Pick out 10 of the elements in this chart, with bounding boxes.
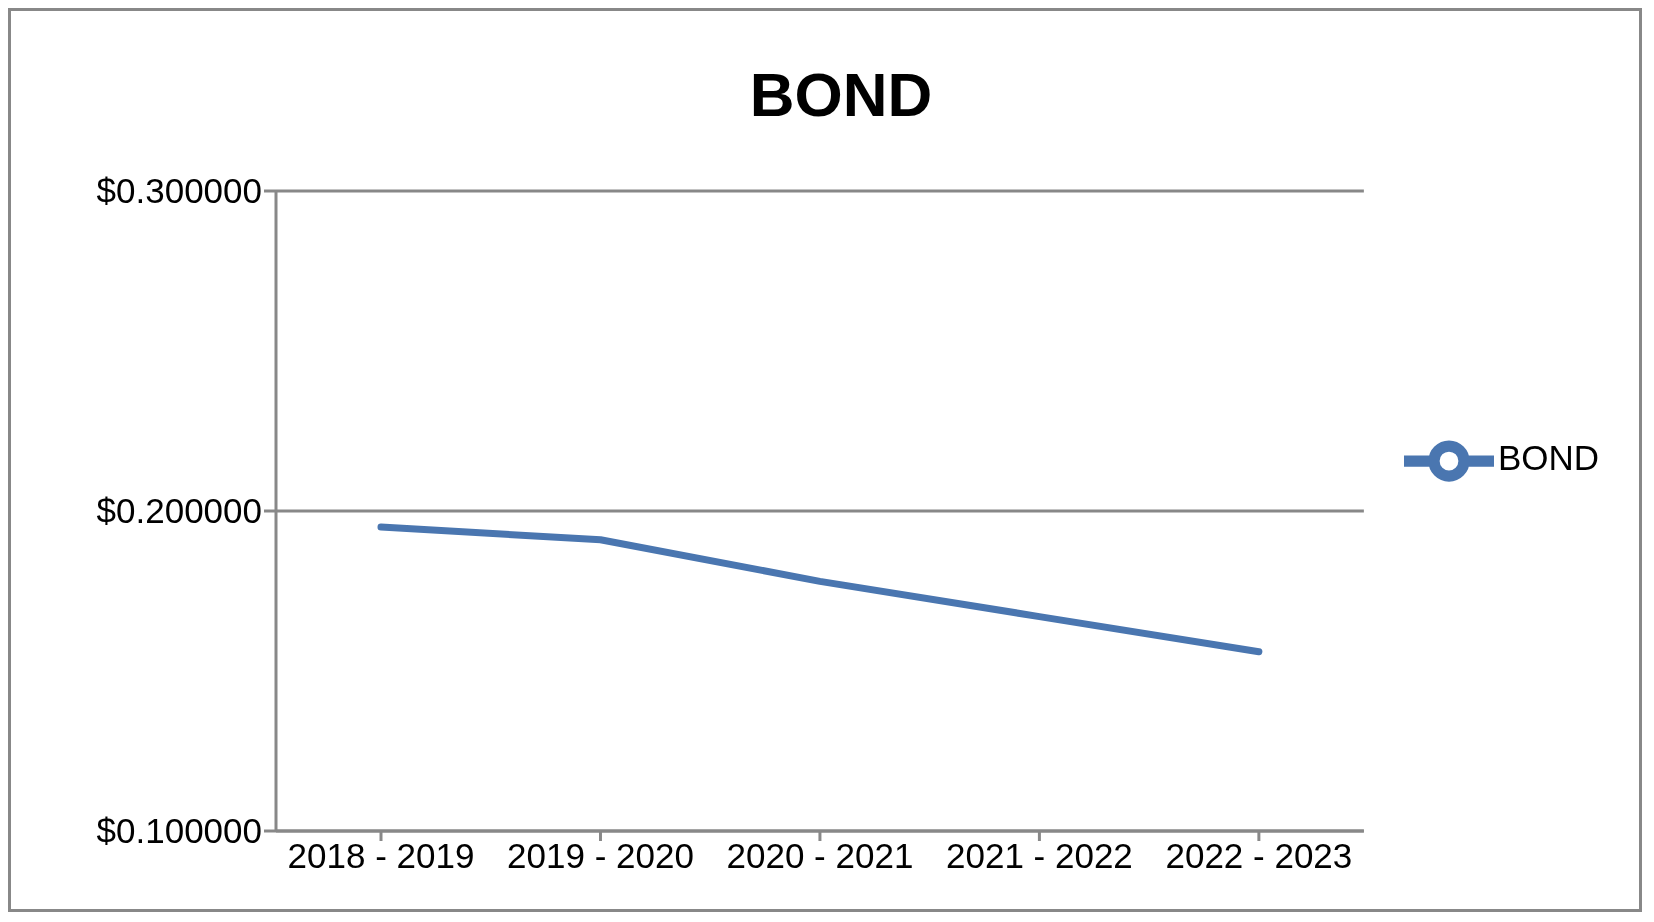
y-tick-label: $0.300000 [96,171,262,211]
x-tick-label: 2020 - 2021 [726,835,914,875]
legend-label: BOND [1497,438,1599,478]
x-tick-label: 2019 - 2020 [507,835,694,875]
chart-title: BOND [748,59,934,130]
y-tick-label: $0.200000 [96,491,262,531]
x-tick-label: 2018 - 2019 [287,835,475,875]
x-tick-label: 2022 - 2023 [1165,835,1353,875]
x-tick-label: 2021 - 2022 [945,835,1133,875]
y-tick-label: $0.100000 [96,811,262,851]
